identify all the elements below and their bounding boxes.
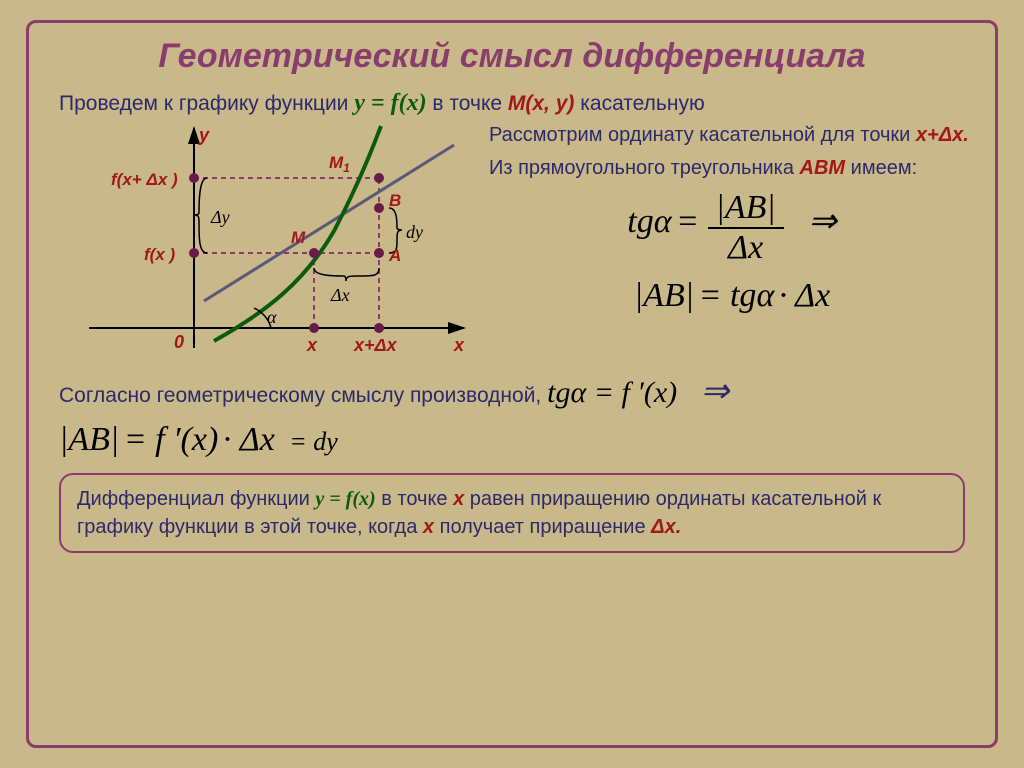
co-t4: получает приращение (440, 516, 652, 538)
right-column: Рассмотрим ординату касательной для точк… (479, 123, 975, 363)
intro-pre: Проведем к графику функции (59, 92, 354, 115)
graph-column: у x 0 f(x+ Δx ) f(x ) М М1 А В x x+Δх Δy… (49, 123, 479, 363)
co-t2: в точке (381, 488, 453, 510)
intro-mid: в точке (432, 92, 507, 115)
intro-line: Проведем к графику функции y = f(x) в то… (59, 90, 965, 117)
intro-fn: y = f(x) (354, 90, 426, 116)
main-row: у x 0 f(x+ Δx ) f(x ) М М1 А В x x+Δх Δy… (49, 123, 975, 363)
f3-dx: Δx (240, 421, 275, 458)
dy-brace-label: dy (406, 222, 423, 242)
f3-lhs: |AB| (59, 421, 119, 458)
fxdx-label: f(x+ Δx ) (111, 170, 178, 189)
after-graph-block: Согласно геометрическому смыслу производ… (59, 371, 965, 459)
co-t1: Дифференциал функции (77, 488, 315, 510)
f2-dx: Δx (795, 277, 830, 314)
para1: Рассмотрим ординату касательной для точк… (489, 123, 975, 148)
co-dx: Δх. (651, 516, 681, 538)
graph-svg: у x 0 f(x+ Δx ) f(x ) М М1 А В x x+Δх Δy… (49, 123, 479, 363)
definition-callout: Дифференциал функции y = f(x) в точке х … (59, 473, 965, 553)
f3-eq2: = (289, 427, 313, 456)
f3-dot: · (223, 421, 240, 458)
dx-brace (314, 268, 379, 281)
f3-fp: f ′(x) (155, 421, 218, 458)
f1-den: Δx (708, 229, 784, 267)
geom-formula: tgα = f ′(x) (547, 376, 685, 409)
f2-dot: · (779, 277, 795, 314)
slide-title: Геометрический смысл дифференциала (29, 37, 995, 76)
fx-label: f(x ) (144, 245, 176, 264)
f1-arrow: ⇒ (808, 203, 837, 240)
para1b: x+Δx. (916, 124, 969, 146)
formula-3: |AB| = f ′(x) · Δx = dy (59, 421, 965, 459)
M1-label: М1 (329, 153, 350, 175)
dx-brace-label: Δx (330, 285, 350, 305)
A-label: А (388, 246, 401, 265)
y-axis-label: у (198, 125, 210, 145)
f2-lhs: |AB| (634, 277, 694, 314)
para2: Из прямоугольного треугольника АВМ имеем… (489, 156, 975, 181)
f1-tg: tg (627, 203, 653, 240)
xdx-tick-label: x+Δх (353, 335, 398, 355)
slide-frame: Геометрический смысл дифференциала Прове… (26, 20, 998, 748)
f2-alpha: α (756, 277, 774, 314)
para2b: АВМ (800, 157, 846, 179)
f2-eq: = (699, 277, 730, 314)
f1-num: AB (725, 189, 767, 226)
f2-tg: tg (730, 277, 756, 314)
alpha-label: α (267, 307, 277, 327)
formula-1: tgα = |AB| Δx ⇒ (489, 189, 975, 267)
para2c: имеем: (845, 157, 917, 179)
Dy-brace-label: Δy (210, 207, 230, 227)
intro-pt: М(х, у) (508, 92, 575, 115)
f1-eq: = (676, 203, 707, 240)
dy-brace-left (194, 178, 207, 253)
geom-arrow: ⇒ (701, 373, 730, 410)
x-axis-label-end: x (453, 335, 465, 355)
co-fn: y = f(x) (315, 488, 375, 510)
M-label: М (291, 228, 306, 247)
origin-label: 0 (174, 332, 184, 352)
geom-pre: Согласно геометрическому смыслу производ… (59, 384, 547, 407)
para1a: Рассмотрим ординату касательной для точк… (489, 124, 916, 146)
para2a: Из прямоугольного треугольника (489, 157, 800, 179)
intro-post: касательную (580, 92, 704, 115)
B-label: В (389, 191, 401, 210)
x-tick-label: x (306, 335, 318, 355)
line-geom-sense: Согласно геометрическому смыслу производ… (59, 371, 965, 411)
co-x: х (453, 488, 464, 510)
f3-eq1: = (124, 421, 155, 458)
f1-frac: |AB| Δx (708, 189, 784, 267)
title-text: Геометрический смысл дифференциала (158, 37, 865, 75)
formula-2: |AB| = tgα · Δx (489, 277, 975, 315)
co-x2: х (423, 516, 434, 538)
f3-dy: dy (313, 427, 338, 456)
f1-alpha: α (654, 203, 672, 240)
